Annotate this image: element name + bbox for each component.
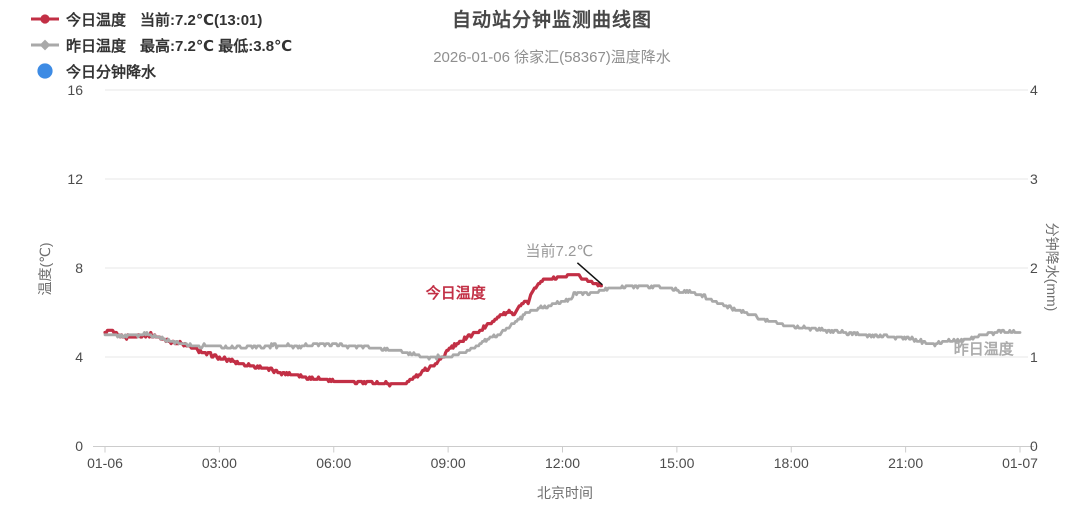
y-left-tick-label: 16 <box>67 82 83 98</box>
line-diamond-icon <box>31 39 59 51</box>
y-left-tick-label: 12 <box>67 171 83 187</box>
y-left-tick-label: 4 <box>75 349 83 365</box>
today-temp-series-label: 今日温度 <box>425 284 486 302</box>
legend: 今日温度 当前:7.2℃(13:01) 昨日温度 最高:7.2℃ 最低:3.8℃… <box>30 6 292 84</box>
y-right-tick-label: 2 <box>1030 260 1038 276</box>
x-tick-label: 12:00 <box>544 455 581 471</box>
legend-label: 今日温度 <box>66 11 127 29</box>
x-tick-label: 21:00 <box>888 455 924 471</box>
y-right-tick-label: 1 <box>1030 349 1038 365</box>
x-tick-label: 18:00 <box>773 455 809 471</box>
x-axis-title: 北京时间 <box>537 485 593 501</box>
page-title: 自动站分钟监测曲线图 <box>451 10 652 31</box>
circle-icon <box>37 63 53 79</box>
y-right-tick-label: 0 <box>1030 438 1038 454</box>
x-tick-label: 03:00 <box>201 455 237 471</box>
y-right-tick-label: 3 <box>1030 171 1038 187</box>
legend-label: 今日分钟降水 <box>66 63 157 81</box>
page-subtitle: 2026-01-06 徐家汇(58367)温度降水 <box>433 49 671 66</box>
x-tick-label: 01-07 <box>1002 455 1038 471</box>
legend-item-today-precip[interactable]: 今日分钟降水 <box>30 58 292 84</box>
legend-label: 昨日温度 <box>66 37 127 55</box>
x-tick-label: 01-06 <box>87 455 123 471</box>
legend-item-today-temp[interactable]: 今日温度 当前:7.2℃(13:01) <box>30 6 292 32</box>
legend-maxmin-value: 最高:7.2℃ 最低:3.8℃ <box>140 37 293 55</box>
y-left-tick-label: 0 <box>75 438 83 454</box>
legend-current-value: 当前:7.2℃(13:01) <box>140 11 263 29</box>
today-temp-line[interactable] <box>103 273 604 388</box>
x-tick-label: 09:00 <box>430 455 466 471</box>
yesterday-temp-line[interactable] <box>103 284 1022 361</box>
legend-item-yesterday-temp[interactable]: 昨日温度 最高:7.2℃ 最低:3.8℃ <box>30 32 292 58</box>
current-value-annotation: 当前7.2℃ <box>525 242 594 260</box>
y-right-tick-label: 4 <box>1030 82 1038 98</box>
y-left-tick-label: 8 <box>75 260 83 276</box>
x-tick-label: 06:00 <box>316 455 352 471</box>
x-tick-label: 15:00 <box>659 455 695 471</box>
yesterday-temp-series-label: 昨日温度 <box>953 341 1014 359</box>
line-dot-icon <box>31 14 59 24</box>
annotation-pointer-line <box>576 262 603 286</box>
